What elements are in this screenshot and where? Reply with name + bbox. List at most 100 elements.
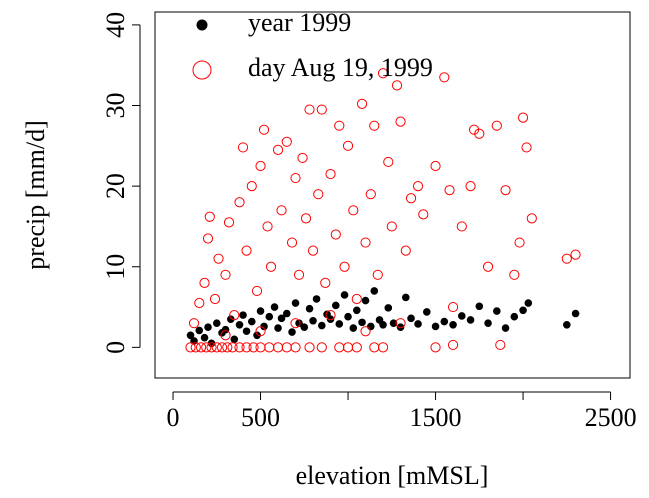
point <box>313 189 324 200</box>
point <box>334 120 345 131</box>
point <box>185 342 196 353</box>
point <box>330 229 341 240</box>
point <box>234 197 245 208</box>
point <box>223 217 235 228</box>
point <box>517 112 529 123</box>
point <box>212 319 221 327</box>
point <box>227 342 238 353</box>
point <box>202 233 214 244</box>
point <box>444 185 455 196</box>
y-tick-label: 10 <box>101 254 130 280</box>
point <box>351 293 362 305</box>
point <box>272 342 284 353</box>
point <box>194 297 205 309</box>
point <box>331 301 340 310</box>
point <box>229 310 240 321</box>
point <box>293 269 305 280</box>
point <box>370 287 379 295</box>
point <box>226 315 235 323</box>
point <box>360 237 371 248</box>
point <box>241 342 252 353</box>
point <box>300 213 312 224</box>
point <box>239 311 247 319</box>
point <box>344 312 352 321</box>
point <box>414 320 422 328</box>
point <box>491 120 502 131</box>
point <box>304 104 315 115</box>
point <box>188 318 200 329</box>
point <box>561 253 572 264</box>
point <box>204 211 215 222</box>
point <box>395 318 406 329</box>
point <box>297 152 308 164</box>
point <box>316 342 327 353</box>
point <box>349 324 358 332</box>
point <box>199 277 210 288</box>
legend-marker <box>192 60 212 80</box>
point <box>281 342 292 353</box>
y-tick-label: 30 <box>101 93 130 119</box>
point <box>270 303 279 311</box>
point <box>369 342 380 353</box>
point <box>304 342 315 353</box>
point <box>369 120 380 131</box>
point <box>391 80 403 91</box>
point <box>484 319 492 327</box>
point <box>255 342 266 353</box>
point <box>500 185 511 196</box>
point <box>235 320 244 329</box>
point <box>482 261 494 272</box>
point <box>286 237 298 248</box>
point <box>242 327 251 336</box>
point <box>386 221 397 232</box>
point <box>501 324 510 332</box>
point <box>377 68 389 79</box>
x-tick-label: 1500 <box>410 403 462 432</box>
point <box>431 322 440 331</box>
point <box>440 317 449 326</box>
point <box>206 342 217 353</box>
point <box>253 331 261 340</box>
point <box>264 342 275 353</box>
point <box>290 342 301 353</box>
point <box>342 140 354 151</box>
plot-box <box>154 11 631 379</box>
point <box>439 72 450 83</box>
point <box>509 269 520 280</box>
point <box>220 330 231 341</box>
point <box>340 291 349 299</box>
point <box>290 318 301 329</box>
x-tick-label: 2500 <box>585 403 637 432</box>
point <box>400 245 411 256</box>
point <box>466 316 475 324</box>
point <box>195 326 204 335</box>
point <box>356 98 368 110</box>
point <box>405 193 417 204</box>
point <box>342 342 354 353</box>
point <box>317 321 326 330</box>
point <box>430 342 441 353</box>
point <box>519 306 527 315</box>
point <box>246 181 257 192</box>
point <box>430 160 441 172</box>
point <box>475 302 484 311</box>
point <box>570 249 581 260</box>
point <box>186 331 195 340</box>
point <box>237 142 249 153</box>
point <box>339 261 350 272</box>
point <box>288 328 296 336</box>
point <box>389 319 398 327</box>
point <box>211 342 222 353</box>
point <box>524 299 533 307</box>
point <box>309 316 317 325</box>
point <box>423 308 431 316</box>
point <box>204 323 212 332</box>
point <box>358 318 366 327</box>
point <box>384 304 393 312</box>
point <box>456 221 467 232</box>
point <box>272 144 284 155</box>
point <box>316 104 327 115</box>
point <box>230 335 239 344</box>
point <box>265 312 274 321</box>
point <box>412 181 424 192</box>
